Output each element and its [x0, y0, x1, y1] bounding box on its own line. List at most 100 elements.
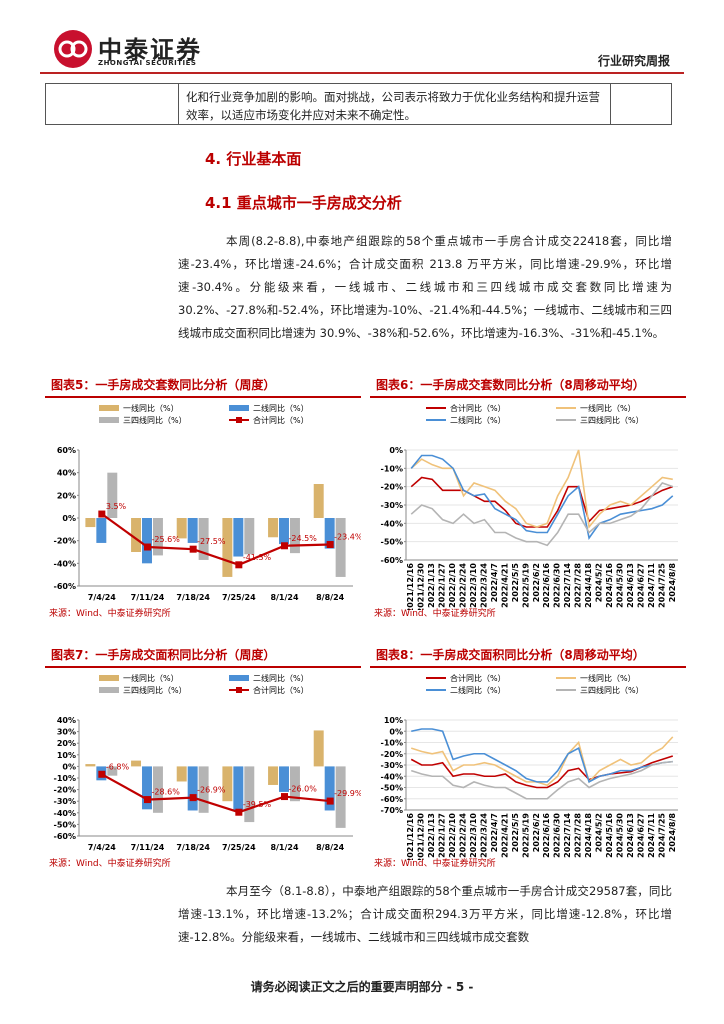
x-tick-label: 2024/7/25 [657, 563, 666, 608]
y-tick-label: -60% [381, 556, 403, 565]
logo [54, 30, 92, 68]
x-tick-label: 8/1/24 [270, 843, 299, 852]
x-tick-label: 2024/5/16 [605, 813, 614, 858]
x-tick-label: 2022/7/14 [563, 563, 572, 608]
x-tick-label: 2021/12/30 [417, 563, 426, 610]
bar [142, 766, 152, 810]
x-tick-label: 2024/8/8 [668, 813, 677, 853]
x-tick-label: 2022/2/24 [459, 563, 468, 608]
x-tick-label: 2024/6/13 [626, 813, 635, 858]
x-tick-label: 2022/5/5 [511, 813, 520, 853]
y-tick-label: 60% [57, 446, 76, 455]
x-tick-label: 2022/6/16 [542, 563, 551, 608]
x-tick-label: 2022/3/24 [479, 563, 488, 608]
y-tick-label: -20% [54, 537, 76, 546]
y-tick-label: -60% [381, 795, 403, 804]
y-tick-label: -10% [54, 774, 76, 783]
x-tick-label: 7/25/24 [222, 593, 256, 602]
series-line [410, 482, 674, 547]
x-tick-label: 7/18/24 [176, 593, 210, 602]
y-tick-label: -30% [54, 797, 76, 806]
series-line [410, 755, 674, 789]
y-tick-label: 10% [57, 751, 76, 760]
heading: 4. 行业基本面 [205, 150, 302, 168]
data-label: -39.5% [243, 800, 272, 809]
footer: 请务必阅读正文之后的重要声明部分 - 5 - [250, 980, 474, 994]
bar [187, 766, 198, 811]
bar [222, 766, 233, 802]
legend-label: 三四线同比（%） [123, 685, 187, 695]
bar [152, 766, 163, 813]
x-tick-label: 2024/7/25 [657, 813, 666, 858]
brand-en: ZHONGTAI SECURITIES [98, 59, 197, 67]
legend-label: 合计同比（%） [253, 685, 309, 695]
bar [335, 766, 346, 828]
x-tick-label: 2022/1/27 [438, 813, 447, 858]
x-tick-label: 2024/7/11 [647, 563, 656, 608]
bar [324, 766, 335, 811]
figure: 图表8：一手房成交面积同比分析（8周移动平均） 合计同比（%） 一线同比（%） 二线… [370, 644, 686, 874]
data-label: -29.9% [334, 789, 361, 798]
y-tick-label: -20% [381, 483, 403, 492]
x-tick-label: 2022/5/5 [511, 563, 520, 603]
y-tick-label: -10% [381, 464, 403, 473]
legend-label: 二线同比（%） [450, 415, 506, 425]
x-tick-label: 8/1/24 [270, 593, 299, 602]
bar [279, 766, 289, 792]
bar [187, 518, 198, 543]
x-tick-label: 2022/4/21 [500, 563, 509, 608]
y-tick-label: 40% [57, 469, 76, 478]
point [235, 808, 243, 816]
bar [244, 766, 255, 823]
y-tick-label: -60% [54, 832, 76, 841]
y-tick-label: -70% [381, 806, 403, 815]
x-tick-label: 2024/7/11 [647, 813, 656, 858]
x-tick-label: 2022/6/2 [532, 813, 541, 852]
legend-swatch [229, 675, 249, 681]
bar [244, 518, 255, 555]
x-tick-label: 2022/6/2 [532, 563, 541, 602]
data-label: -6.8% [106, 762, 130, 771]
x-tick-label: 2022/6/16 [542, 813, 551, 858]
x-tick-label: 2021/12/16 [406, 563, 415, 610]
x-tick-label: 8/8/24 [316, 593, 345, 602]
bar [233, 518, 244, 557]
x-tick-label: 7/11/24 [131, 843, 165, 852]
bar [313, 730, 324, 767]
chart: 一线同比（%） 二线同比（%） 三四线同比（%） 合计同比（%） -60% -40% -20… [54, 403, 361, 602]
chart: 合计同比（%） 一线同比（%） 二线同比（%） 三四线同比（%） -60% -50% -40… [381, 403, 678, 610]
legend-swatch [229, 405, 249, 411]
legend-label: 一线同比（%） [580, 403, 636, 413]
y-tick-label: 0% [62, 762, 76, 771]
x-tick-label: 2022/7/28 [574, 813, 583, 858]
x-tick-label: 2024/6/27 [636, 813, 645, 858]
x-tick-label: 2022/2/24 [459, 813, 468, 858]
legend-swatch [99, 687, 119, 693]
y-tick-label: -50% [381, 784, 403, 793]
x-tick-label: 2024/6/27 [636, 563, 645, 608]
series-line [411, 728, 673, 784]
legend-swatch [236, 417, 242, 423]
legend-label: 二线同比（%） [253, 403, 309, 413]
legend-swatch [99, 417, 119, 423]
x-tick-label: 2024/6/13 [626, 563, 635, 608]
x-tick-label: 2022/6/30 [553, 813, 562, 858]
bar [279, 518, 289, 545]
series-line [410, 760, 673, 800]
series-line [101, 773, 331, 814]
paragraph: 本周(8.2-8.8),中泰地产组跟踪的58个重点城市一手房合计成交22418套… [178, 234, 672, 340]
x-tick-label: 2022/5/19 [521, 563, 530, 608]
x-tick-label: 2022/7/14 [563, 813, 572, 858]
heading: 4.1 重点城市一手房成交分析 [205, 194, 402, 212]
paragraph: 本月至今（8.1-8.8），中泰地产组跟踪的58个重点城市一手房合计成交2958… [178, 884, 672, 944]
bar [268, 518, 279, 538]
y-tick-label: 20% [57, 739, 76, 748]
y-tick-label: 20% [57, 491, 76, 500]
x-tick-label: 7/4/24 [88, 593, 117, 602]
bar [268, 766, 279, 785]
point [326, 541, 334, 549]
legend-label: 一线同比（%） [580, 673, 636, 683]
bar [107, 766, 118, 776]
x-tick-label: 2024/5/30 [615, 563, 624, 608]
